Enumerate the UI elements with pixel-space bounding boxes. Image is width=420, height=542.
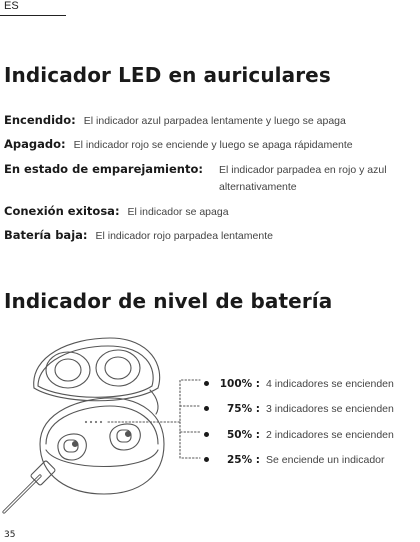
battery-level-percent: 25% :: [227, 454, 260, 466]
bullet-icon: [204, 380, 209, 386]
battery-level-percent: 75% :: [227, 403, 260, 415]
led-row-label: Batería baja:: [4, 228, 88, 242]
led-row-label: En estado de emparejamiento:: [4, 162, 203, 176]
led-row-text: El indicador se apaga: [127, 206, 229, 218]
battery-level-text: 2 indicadores se encienden: [266, 429, 394, 441]
led-row-text: El indicador azul parpadea lentamente y …: [83, 115, 346, 127]
earbuds-case-illustration: [2, 337, 201, 514]
battery-section-title: Indicador de nivel de batería: [4, 289, 333, 313]
header-rule: [0, 15, 66, 16]
led-row-text: El indicador rojo se enciende y luego se…: [73, 139, 353, 151]
led-row-power-off: Apagado: El indicador rojo se enciende y …: [4, 138, 353, 152]
bullet-icon: [204, 456, 209, 462]
led-row-text: El indicador rojo parpadea lentamente: [95, 230, 273, 242]
led-row-label: Apagado:: [4, 137, 66, 151]
battery-level-text: 3 indicadores se encienden: [266, 403, 394, 415]
led-row-power-on: Encendido: El indicador azul parpadea len…: [4, 114, 346, 128]
led-row-label: Conexión exitosa:: [4, 204, 120, 218]
bullet-icon: [204, 431, 209, 437]
led-row-label: Encendido:: [4, 113, 76, 127]
battery-level-75: 75% : 3 indicadores se encienden: [204, 403, 394, 415]
page-number: 35: [4, 530, 16, 540]
led-section-title: Indicador LED en auriculares: [4, 63, 331, 87]
battery-level-50: 50% : 2 indicadores se encienden: [204, 429, 394, 441]
led-row-low-battery: Batería baja: El indicador rojo parpadea …: [4, 229, 273, 243]
led-row-text: El indicador parpadea en rojo y azul alt…: [219, 164, 387, 193]
battery-level-percent: 100% :: [219, 378, 260, 390]
led-row-connected: Conexión exitosa: El indicador se apaga: [4, 205, 229, 219]
battery-level-100: 100% : 4 indicadores se encienden: [204, 378, 394, 390]
battery-level-text: 4 indicadores se encienden: [266, 378, 394, 390]
bullet-icon: [204, 405, 209, 411]
battery-level-text: Se enciende un indicador: [266, 454, 385, 466]
battery-level-percent: 50% :: [227, 429, 260, 441]
battery-level-25: 25% : Se enciende un indicador: [204, 454, 385, 466]
language-code: ES: [4, 0, 19, 12]
